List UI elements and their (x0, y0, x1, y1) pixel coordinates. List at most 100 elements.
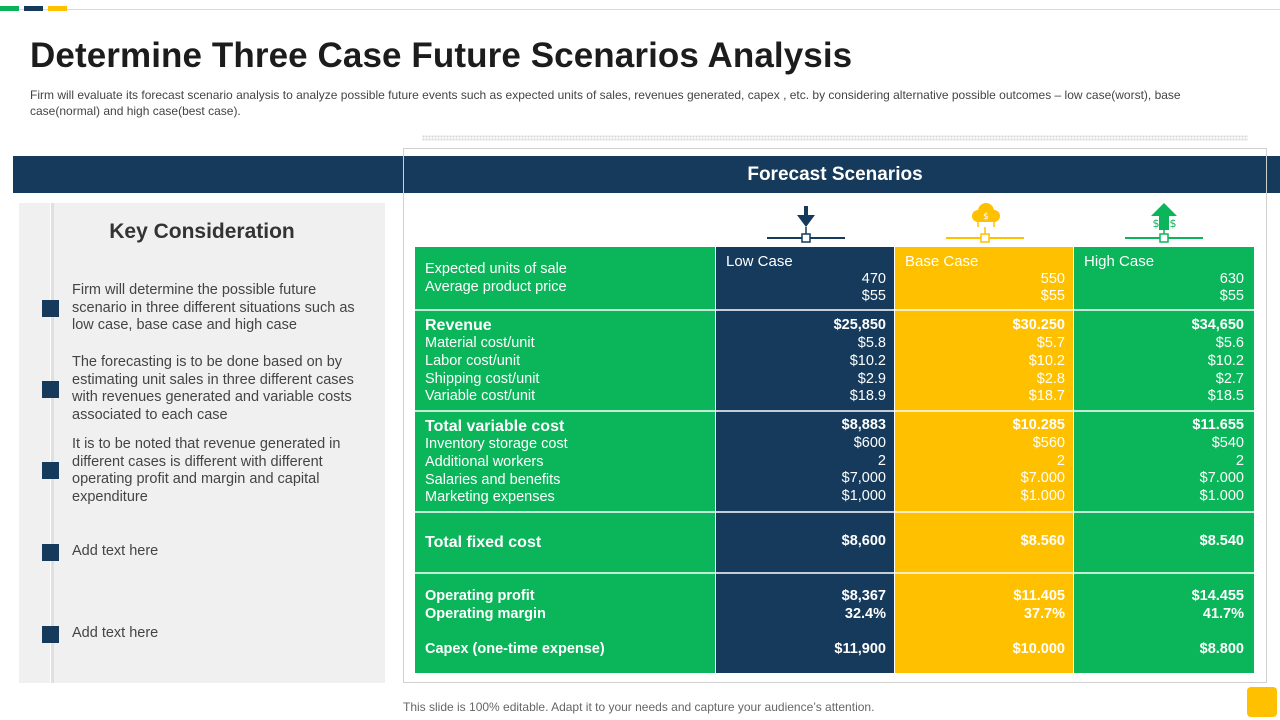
base-capex: $10.000 (1012, 641, 1065, 657)
low-shipping: $2.9 (857, 371, 886, 387)
high-total-variable: $11.655 (1192, 417, 1244, 433)
high-marketing: $1.000 (1199, 488, 1244, 504)
label-workers: Additional workers (425, 454, 544, 470)
slide-subtitle: Firm will evaluate its forecast scenario… (30, 88, 1181, 118)
label-shipping: Shipping cost/unit (425, 371, 540, 387)
low-workers: 2 (877, 453, 886, 469)
high-workers: 2 (1235, 453, 1244, 469)
cloud-dollar-icon: $ (946, 203, 1024, 243)
base-labor: $10.2 (1028, 353, 1065, 369)
base-marketing: $1.000 (1020, 488, 1065, 504)
high-salaries: $7.000 (1199, 470, 1244, 486)
label-op-margin: Operating margin (425, 606, 546, 622)
base-case-column (895, 247, 1073, 673)
row-separator (415, 511, 1254, 513)
high-op-profit: $14.455 (1191, 588, 1244, 604)
high-labor: $10.2 (1207, 353, 1244, 369)
high-total-fixed: $8.540 (1199, 533, 1244, 549)
label-total-fixed: Total fixed cost (425, 534, 542, 551)
key-consideration-title: Key Consideration (109, 220, 295, 243)
timeline-line (50, 203, 54, 683)
low-revenue: $25,850 (833, 317, 886, 333)
label-op-profit: Operating profit (425, 588, 535, 604)
key-point-4: Add text here (72, 543, 159, 559)
label-inventory: Inventory storage cost (425, 436, 568, 452)
base-material: $5.7 (1036, 335, 1065, 351)
svg-text:$: $ (1153, 217, 1160, 230)
base-shipping: $2.8 (1036, 371, 1065, 387)
label-material: Material cost/unit (425, 335, 535, 351)
low-marketing: $1,000 (841, 488, 886, 504)
high-case-header: High Case (1084, 253, 1155, 270)
base-op-profit: $11.405 (1013, 588, 1065, 604)
bullet-marker (42, 381, 59, 398)
bullet-marker (42, 462, 59, 479)
header-band (13, 156, 1280, 193)
row-separator (415, 309, 1254, 311)
high-shipping: $2.7 (1215, 371, 1244, 387)
base-salaries: $7.000 (1020, 470, 1065, 486)
high-case-column (1074, 247, 1254, 673)
high-op-margin: 41.7% (1202, 606, 1244, 622)
low-material: $5.8 (857, 335, 886, 351)
base-price: $55 (1040, 288, 1065, 304)
forecast-panel-frame (403, 148, 1267, 683)
low-variable: $18.9 (849, 388, 886, 404)
high-inventory: $540 (1211, 435, 1244, 451)
key-point-2: The forecasting is to be done based on b… (72, 354, 354, 423)
label-revenue: Revenue (425, 317, 492, 334)
base-revenue: $30.250 (1012, 317, 1065, 333)
high-material: $5.6 (1215, 335, 1244, 351)
low-labor: $10.2 (849, 353, 886, 369)
corner-badge (1247, 687, 1277, 717)
low-capex: $11,900 (834, 641, 886, 657)
label-units: Expected units of sale (425, 261, 567, 277)
label-total-variable: Total variable cost (425, 418, 565, 435)
high-capex: $8.800 (1199, 641, 1244, 657)
high-revenue: $34,650 (1191, 317, 1244, 333)
high-units: 630 (1219, 271, 1244, 287)
low-salaries: $7,000 (841, 470, 886, 486)
high-price: $55 (1219, 288, 1244, 304)
accent-navy (24, 6, 43, 11)
base-total-variable: $10.285 (1012, 417, 1065, 433)
bullet-marker (42, 544, 59, 561)
low-inventory: $600 (853, 435, 886, 451)
accent-yellow (48, 6, 67, 11)
base-workers: 2 (1056, 453, 1065, 469)
dotted-divider (422, 135, 1248, 141)
low-units: 470 (861, 271, 886, 287)
low-op-margin: 32.4% (844, 606, 886, 622)
svg-text:$: $ (983, 212, 989, 222)
low-price: $55 (861, 288, 886, 304)
base-case-header: Base Case (905, 253, 979, 270)
base-total-fixed: $8.560 (1020, 533, 1065, 549)
slide-title: Determine Three Case Future Scenarios An… (30, 36, 853, 75)
label-variable: Variable cost/unit (425, 388, 536, 404)
low-total-fixed: $8,600 (841, 533, 886, 549)
base-variable: $18.7 (1028, 388, 1065, 404)
label-salaries: Salaries and benefits (425, 472, 561, 488)
high-variable: $18.5 (1207, 388, 1244, 404)
label-labor: Labor cost/unit (425, 353, 521, 369)
key-consideration-panel (19, 203, 385, 683)
footer-note: This slide is 100% editable. Adapt it to… (403, 700, 875, 714)
low-total-variable: $8,883 (841, 417, 886, 433)
money-arrow-up-icon: $ $ (1125, 203, 1203, 243)
high-case-icon-group: $ $ (1074, 200, 1254, 246)
base-case-icon-group: $ (895, 200, 1075, 246)
row-separator (415, 410, 1254, 412)
low-op-profit: $8,367 (841, 588, 886, 604)
top-rule (0, 9, 1280, 10)
bullet-marker (42, 300, 59, 317)
base-inventory: $560 (1032, 435, 1065, 451)
low-case-header: Low Case (726, 253, 793, 270)
accent-green (0, 6, 19, 11)
svg-text:$: $ (1170, 217, 1177, 230)
label-price: Average product price (425, 279, 567, 295)
base-op-margin: 37.7% (1023, 606, 1065, 622)
row-separator (415, 572, 1254, 574)
label-marketing: Marketing expenses (425, 489, 555, 505)
low-case-column (716, 247, 894, 673)
label-column (415, 247, 715, 673)
